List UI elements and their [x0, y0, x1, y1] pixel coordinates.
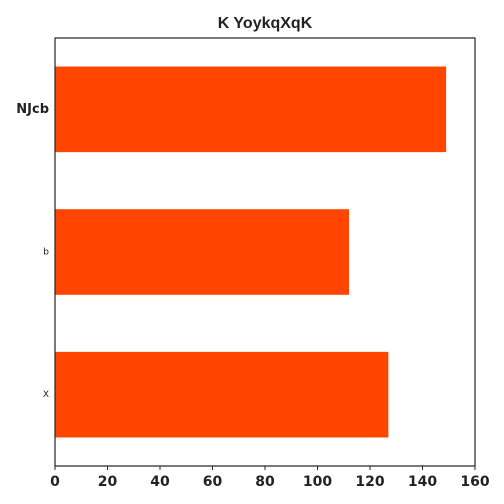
y-tick-label: b	[43, 248, 49, 258]
bar-NJcb	[55, 66, 447, 153]
y-axis-ticks: NJcb b X	[16, 102, 49, 400]
x-tick-label: 60	[203, 474, 223, 490]
x-axis-ticks: 0 20 40 60 80 100 120 140 160	[50, 466, 490, 490]
bar-X	[55, 351, 389, 438]
bars-group	[55, 66, 447, 438]
x-tick-label: 40	[150, 474, 170, 490]
x-tick-label: 80	[255, 474, 275, 490]
x-tick-label: 100	[303, 474, 332, 490]
x-tick-label: 160	[460, 474, 489, 490]
x-tick-label: 0	[50, 474, 60, 490]
bar-b	[55, 209, 349, 295]
y-tick-label: NJcb	[16, 102, 49, 117]
x-tick-label: 20	[98, 474, 118, 490]
chart-title: K YoykqXqK	[218, 15, 313, 32]
x-tick-label: 120	[355, 474, 384, 490]
y-tick-label: X	[43, 390, 49, 400]
x-tick-label: 140	[408, 474, 437, 490]
